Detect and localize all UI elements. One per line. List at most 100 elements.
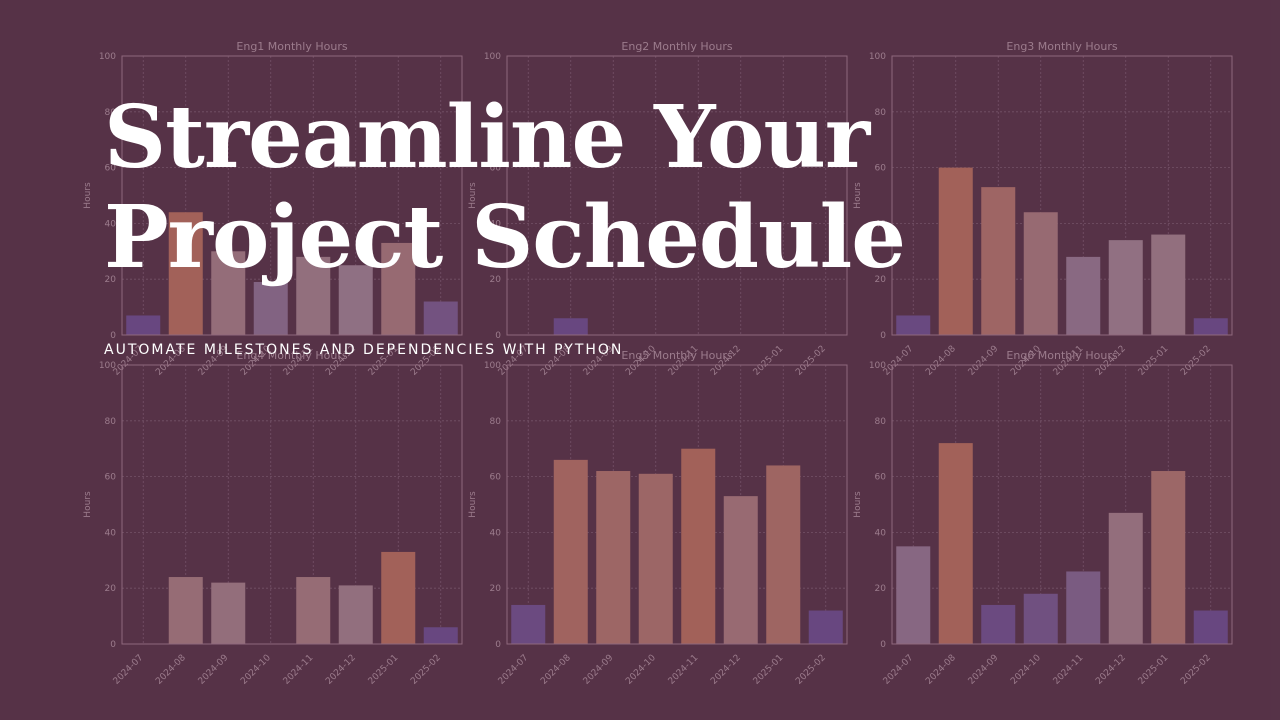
x-tick-label: 2024-12 (709, 653, 743, 687)
bar (938, 167, 973, 335)
bar (168, 577, 203, 644)
y-tick-label: 80 (490, 108, 502, 118)
x-tick-label: 2024-09 (197, 653, 231, 687)
y-tick-label: 60 (490, 164, 502, 174)
x-tick-label: 2025-02 (1179, 344, 1213, 378)
y-tick-label: 20 (105, 275, 117, 285)
y-tick-label: 60 (875, 473, 887, 483)
y-tick-label: 40 (875, 528, 887, 538)
bar (381, 242, 416, 335)
y-tick-label: 100 (869, 52, 886, 62)
y-tick-label: 0 (495, 331, 501, 341)
y-tick-label: 40 (105, 528, 117, 538)
bar (211, 251, 246, 335)
subplot-4: 0 20 40 60 80 100 2024-07 2024-08 2024-09 2024-10… (83, 349, 463, 687)
y-tick-label: 20 (875, 275, 887, 285)
x-tick-label: 2024-07 (882, 653, 916, 687)
bar (896, 315, 931, 335)
y-tick-label: 0 (495, 640, 501, 650)
y-tick-label: 60 (490, 473, 502, 483)
bar (253, 281, 288, 335)
x-tick-label: 2025-01 (1137, 344, 1171, 378)
x-tick-label: 2025-01 (752, 653, 786, 687)
bar (126, 315, 161, 335)
bar (338, 585, 373, 644)
plot-frame (506, 364, 848, 645)
y-tick-label: 60 (105, 164, 117, 174)
bar (1151, 234, 1186, 335)
bar (423, 627, 458, 644)
bar (938, 443, 973, 644)
bar (1023, 593, 1058, 644)
y-tick-label: 80 (875, 108, 887, 118)
x-tick-label: 2024-11 (282, 653, 316, 687)
bar (1023, 212, 1058, 335)
x-tick-label: 2024-12 (1094, 653, 1128, 687)
subplot-5: 0 20 40 60 80 100 2024-07 2024-08 2024-09 2024-10… (468, 349, 848, 687)
x-tick-label: 2024-07 (112, 653, 146, 687)
bar (981, 187, 1016, 335)
y-tick-label: 100 (869, 361, 886, 371)
bar (1193, 318, 1228, 335)
y-axis-label: Hours (468, 182, 478, 209)
x-tick-label: 2024-09 (582, 653, 616, 687)
bar (553, 459, 588, 644)
bar (596, 471, 631, 644)
y-tick-label: 20 (490, 584, 502, 594)
y-axis-label: Hours (83, 182, 93, 209)
bar (766, 465, 801, 644)
bar (511, 604, 546, 644)
bar (1108, 240, 1143, 335)
x-tick-label: 2024-07 (497, 653, 531, 687)
bar (423, 301, 458, 335)
y-tick-label: 100 (99, 361, 116, 371)
bar (1066, 256, 1101, 335)
bar (296, 577, 331, 644)
bar (1108, 512, 1143, 644)
bar (381, 551, 416, 644)
y-tick-label: 60 (875, 164, 887, 174)
y-tick-label: 100 (99, 52, 116, 62)
bar (338, 265, 373, 335)
bar (211, 582, 246, 644)
chart-title: Eng1 Monthly Hours (236, 40, 347, 53)
bar (296, 256, 331, 335)
x-tick-label: 2024-09 (967, 344, 1001, 378)
bar (638, 473, 673, 644)
plot-frame (891, 55, 1233, 336)
plot-frame (121, 364, 463, 645)
bar (168, 212, 203, 335)
bar (723, 496, 758, 644)
y-tick-label: 100 (484, 52, 501, 62)
y-tick-label: 0 (110, 640, 116, 650)
x-tick-label: 2024-07 (882, 344, 916, 378)
bar (808, 610, 843, 644)
x-tick-label: 2024-10 (1009, 653, 1043, 687)
bar (681, 448, 716, 644)
bar (1151, 471, 1186, 644)
y-tick-label: 20 (875, 584, 887, 594)
y-tick-label: 40 (490, 528, 502, 538)
bar (1066, 571, 1101, 644)
x-tick-label: 2024-10 (624, 653, 658, 687)
x-tick-label: 2024-09 (967, 653, 1001, 687)
y-tick-label: 40 (490, 219, 502, 229)
x-tick-label: 2024-11 (1052, 653, 1086, 687)
plot-frame (891, 364, 1233, 645)
y-tick-label: 40 (875, 219, 887, 229)
y-tick-label: 20 (490, 275, 502, 285)
hero-title: Streamline Your Project Schedule (104, 87, 906, 288)
x-tick-label: 2025-01 (367, 653, 401, 687)
y-axis-label: Hours (853, 491, 863, 518)
subplot-6: 0 20 40 60 80 100 2024-07 2024-08 2024-09 2024-10… (853, 349, 1233, 687)
x-tick-label: 2024-10 (239, 653, 273, 687)
y-tick-label: 100 (484, 361, 501, 371)
x-tick-label: 2025-01 (1137, 653, 1171, 687)
x-tick-label: 2024-08 (154, 653, 188, 687)
x-tick-label: 2025-02 (794, 653, 828, 687)
chart-title: Eng6 Monthly Hours (1006, 349, 1117, 362)
x-tick-label: 2024-11 (667, 653, 701, 687)
y-tick-label: 80 (105, 417, 117, 427)
y-tick-label: 80 (490, 417, 502, 427)
